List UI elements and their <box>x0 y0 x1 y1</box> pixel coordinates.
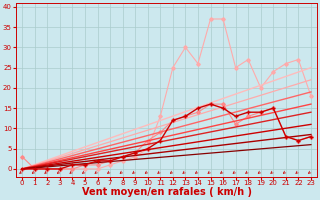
X-axis label: Vent moyen/en rafales ( km/h ): Vent moyen/en rafales ( km/h ) <box>82 187 252 197</box>
